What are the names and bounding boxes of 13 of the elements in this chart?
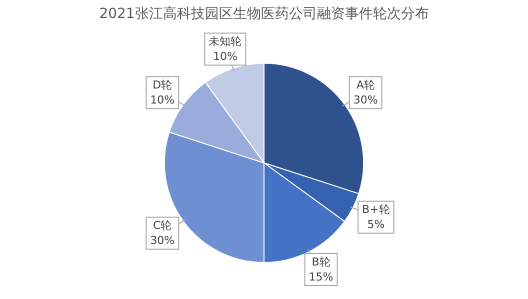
data-label: 10%	[150, 93, 175, 106]
data-label: 15%	[308, 270, 334, 284]
data-label: 30%	[353, 93, 378, 106]
slice-label: A轮	[356, 78, 375, 92]
slice-label: D轮	[152, 78, 172, 92]
chart-title: 2021张江高科技园区生物医药公司融资事件轮次分布	[99, 6, 429, 22]
data-label: 30%	[150, 234, 175, 248]
data-label: 10%	[212, 50, 238, 64]
data-label: 5%	[367, 218, 385, 232]
slice-label: 未知轮	[208, 35, 242, 48]
slice-label: B+轮	[362, 203, 390, 216]
slice-label: B轮	[312, 255, 330, 268]
slice-label: C轮	[153, 219, 172, 232]
